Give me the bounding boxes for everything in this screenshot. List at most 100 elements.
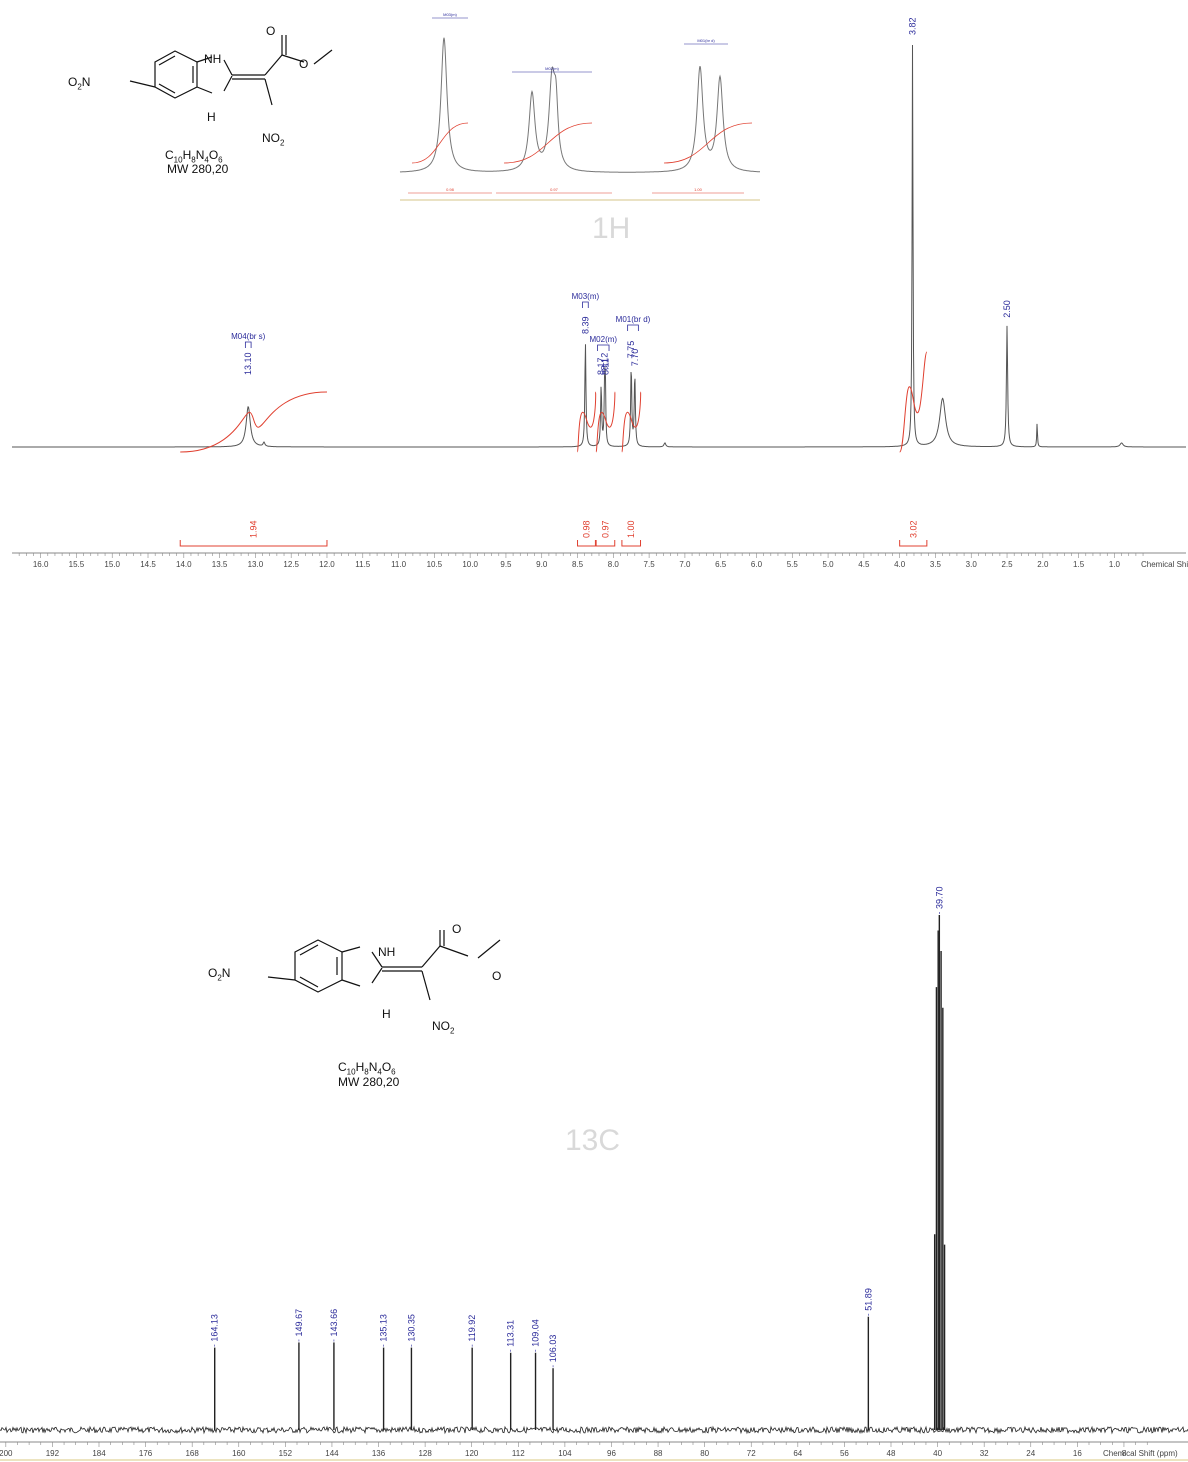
c13-tick-label: 120 (465, 1449, 479, 1458)
h1-tick-label: 5.5 (787, 560, 799, 569)
c13-peak-label: 149.67 (294, 1309, 304, 1337)
inset-integral-curve (411, 122, 469, 164)
c13-tick-label: 192 (46, 1449, 60, 1458)
molecule-structure-1h (129, 35, 333, 106)
c13-tick-label: 104 (558, 1449, 572, 1458)
h1-tick-label: 10.5 (427, 560, 443, 569)
h1-panel: O2N NH H O O NO2 C10H8N4O6 MW 280,20 1H … (0, 0, 1188, 580)
c13-tick-label: 144 (325, 1449, 339, 1458)
integral-value: 1.94 (249, 520, 259, 538)
integral-curve (899, 351, 928, 453)
h1-tick-label: 2.0 (1037, 560, 1049, 569)
integral-value: 1.00 (626, 520, 636, 538)
mol-label-o-carbonyl-13c: O (452, 922, 462, 936)
integral-curve (621, 391, 642, 453)
mol-label-no2: NO2 (262, 131, 285, 148)
mol-label-o-carbonyl: O (266, 24, 276, 38)
multiplet-label: M01(br d) (616, 315, 651, 324)
mol-label-o2n-13c: O2N (208, 966, 231, 983)
h1-tick-label: 12.5 (283, 560, 299, 569)
c13-peak-label: 130.35 (406, 1314, 416, 1342)
mol-label-no2-13c: NO2 (432, 1019, 455, 1036)
multiplet-label: M02(m) (590, 335, 618, 344)
c13-x-axis-label: Chemical Shift (ppm) (1103, 1449, 1178, 1458)
h1-tick-label: 15.0 (104, 560, 120, 569)
h1-tick-label: 4.0 (894, 560, 906, 569)
c13-tick-label: 64 (793, 1449, 802, 1458)
h1-inset-zoom: M03(m) M02(m) M01(br d) 0.98 0.97 1.00 (399, 12, 760, 201)
multiplet-bracket (597, 344, 610, 351)
c13-peak-label: 113.31 (506, 1320, 516, 1347)
c13-peak-label: 106.03 (548, 1335, 558, 1363)
peak-label: 7.75 (626, 341, 636, 359)
h1-tick-label: 13.0 (248, 560, 264, 569)
h1-tick-label: 13.5 (212, 560, 228, 569)
h1-tick-label: 9.0 (536, 560, 548, 569)
h1-tick-label: 15.5 (69, 560, 85, 569)
c13-panel: O2N NH H O O NO2 C10H8N4O6 MW 280,20 13C… (0, 740, 1188, 1462)
inset-integral-curve (663, 122, 753, 164)
multiplet-bracket (627, 324, 639, 331)
mol-label-o2n: O2N (68, 75, 91, 92)
h1-spectrum-trace (12, 44, 1186, 448)
mol-label-o-ester: O (299, 57, 309, 71)
integral-curve (595, 391, 616, 453)
h1-tick-label: 8.5 (572, 560, 584, 569)
mol-label-h: H (207, 110, 216, 124)
c13-tick-label: 88 (654, 1449, 663, 1458)
h1-tick-label: 1.0 (1109, 560, 1121, 569)
c13-tick-label: 200 (0, 1449, 13, 1458)
integral-bracket (621, 540, 642, 547)
inset-trace (399, 37, 760, 173)
peak-label: 13.10 (243, 352, 253, 375)
c13-tick-label: 152 (279, 1449, 293, 1458)
c13-tick-label: 40 (933, 1449, 942, 1458)
molecule-structure-13c (267, 930, 501, 1001)
peak-label: 8.12 (600, 353, 610, 371)
h1-tick-label: 10.0 (462, 560, 478, 569)
h1-tick-label: 2.5 (1001, 560, 1013, 569)
h1-tick-label: 11.0 (391, 560, 407, 569)
h1-tick-label: 6.0 (751, 560, 763, 569)
c13-tick-label: 112 (512, 1449, 525, 1458)
h1-tick-label: 16.0 (33, 560, 49, 569)
h1-tick-label: 4.5 (858, 560, 870, 569)
inset-integral-value: 1.00 (694, 187, 703, 192)
mol-formula-13c: C10H8N4O6 (338, 1060, 396, 1077)
peak-label: 8.11 (600, 358, 610, 375)
h1-tick-label: 12.0 (319, 560, 335, 569)
integral-value: 3.02 (908, 520, 918, 538)
c13-peak-label: 39.70 (934, 886, 944, 909)
mol-label-nh-13c: NH (378, 945, 396, 959)
c13-tick-label: 136 (372, 1449, 386, 1458)
h1-x-axis-label: Chemical Shift (ppm) (1141, 560, 1188, 569)
h1-tick-label: 6.5 (715, 560, 727, 569)
c13-tick-label: 72 (747, 1449, 756, 1458)
mol-formula: C10H8N4O6 (165, 148, 223, 165)
h1-tick-label: 9.5 (500, 560, 512, 569)
h1-tick-label: 7.0 (679, 560, 691, 569)
inset-integral-curve (503, 122, 593, 164)
h1-tick-label: 14.0 (176, 560, 192, 569)
c13-tick-label: 184 (92, 1449, 106, 1458)
h1-tick-label: 3.5 (930, 560, 942, 569)
h1-tick-label: 8.0 (608, 560, 620, 569)
integral-bracket (179, 540, 328, 547)
c13-tick-label: 32 (980, 1449, 989, 1458)
integral-value: 0.98 (581, 520, 591, 538)
mol-label-o-ester-13c: O (492, 969, 502, 983)
c13-tick-label: 8 (1122, 1449, 1127, 1458)
c13-tick-label: 96 (607, 1449, 616, 1458)
c13-peak-label: 164.13 (210, 1314, 220, 1342)
c13-tick-label: 56 (840, 1449, 849, 1458)
multiplet-bracket (582, 301, 589, 308)
inset-integral-value: 0.97 (550, 187, 559, 192)
integral-curve (180, 391, 327, 453)
c13-peak-label: 135.13 (379, 1314, 389, 1342)
peak-label: 7.70 (630, 349, 640, 367)
inset-multiplet-label: M01(br d) (697, 38, 715, 43)
peak-label: 8.39 (580, 316, 590, 334)
mol-label-nh: NH (204, 52, 222, 66)
inset-integral-value: 0.98 (446, 187, 455, 192)
c13-peak-label: 51.89 (863, 1288, 873, 1311)
